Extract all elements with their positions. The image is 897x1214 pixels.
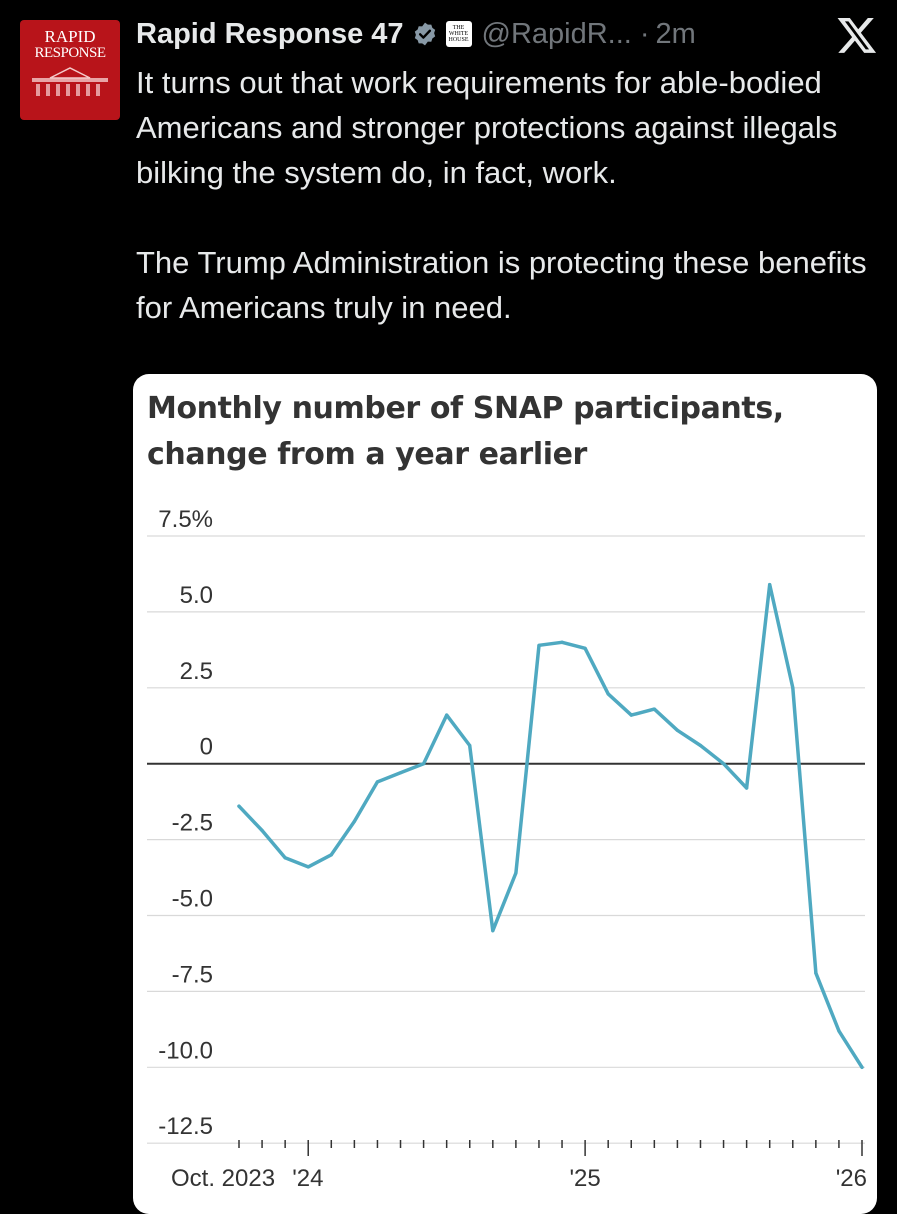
post-text: It turns out that work requirements for … [136, 60, 876, 330]
y-tick-label: 7.5% [158, 506, 213, 533]
chart-title: Monthly number of SNAP participants, cha… [147, 386, 847, 478]
x-tick-label: '25 [569, 1165, 600, 1192]
x-tick-label: '26 [836, 1165, 867, 1192]
y-tick-label: -7.5 [172, 961, 213, 988]
avatar-line-1: RAPID [44, 27, 96, 46]
y-tick-label: -12.5 [158, 1113, 213, 1140]
post-paragraph-1: It turns out that work requirements for … [136, 65, 838, 190]
data-point [537, 643, 541, 647]
data-point [329, 853, 333, 857]
data-point [468, 743, 472, 748]
x-tick-label: Oct. 2023 [171, 1165, 275, 1192]
series-line [237, 582, 864, 1070]
white-house-building-icon [32, 67, 108, 96]
x-logo-icon[interactable] [836, 14, 878, 56]
avatar-line-2: RESPONSE [34, 45, 106, 61]
post-header: Rapid Response 47 THE WHITE HOUSE @Rapid… [136, 12, 696, 56]
affiliate-line-2: WHITE [448, 31, 469, 37]
y-tick-label: 0 [200, 734, 213, 761]
data-point [629, 713, 633, 717]
data-point [352, 819, 356, 823]
data-point [283, 856, 287, 860]
verified-badge-icon[interactable] [412, 21, 438, 47]
snap-line-chart: 7.5% 5.0 2.5 0 -2.5 -5.0 -7.5 -10.0 -12.5 Oct. 20… [147, 506, 867, 1192]
timestamp[interactable]: 2m [655, 17, 696, 50]
data-point [237, 804, 241, 808]
data-point [837, 1029, 841, 1033]
data-point [698, 743, 703, 748]
chart-title-line-2: change from a year earlier [147, 437, 587, 472]
data-point [583, 646, 587, 650]
x-tick-label: '24 [292, 1165, 323, 1192]
y-tick-label: -5.0 [172, 886, 213, 913]
data-point [768, 582, 772, 587]
chart-title-line-1: Monthly number of SNAP participants, [147, 391, 784, 426]
data-point [491, 929, 495, 933]
data-point [721, 762, 726, 766]
data-point [398, 771, 403, 775]
data-point [745, 786, 749, 790]
post-paragraph-2: The Trump Administration is protecting t… [136, 245, 867, 325]
data-point [445, 713, 449, 717]
display-name[interactable]: Rapid Response 47 [136, 17, 404, 50]
data-point [791, 686, 795, 690]
data-point [421, 762, 426, 766]
data-point [375, 780, 380, 784]
user-handle[interactable]: @RapidR... [481, 17, 632, 50]
y-tick-label: 2.5 [180, 658, 213, 685]
data-point [560, 640, 564, 644]
separator-dot: · [639, 17, 650, 50]
data-point [860, 1065, 864, 1069]
y-tick-label: 5.0 [180, 582, 213, 609]
white-house-affiliate-icon[interactable]: THE WHITE HOUSE [445, 21, 472, 47]
data-point [306, 865, 310, 869]
affiliate-line-1: THE [452, 25, 465, 31]
data-point [514, 871, 518, 875]
y-tick-label: -2.5 [172, 810, 213, 837]
y-tick-label: -10.0 [158, 1037, 213, 1064]
chart-card[interactable]: Monthly number of SNAP participants, cha… [133, 374, 877, 1214]
data-point [260, 828, 264, 833]
data-point [814, 971, 818, 975]
avatar[interactable]: RAPID RESPONSE [20, 20, 120, 120]
data-point [675, 728, 680, 732]
data-point [652, 707, 656, 711]
data-point [606, 692, 610, 696]
affiliate-line-3: HOUSE [448, 37, 469, 43]
